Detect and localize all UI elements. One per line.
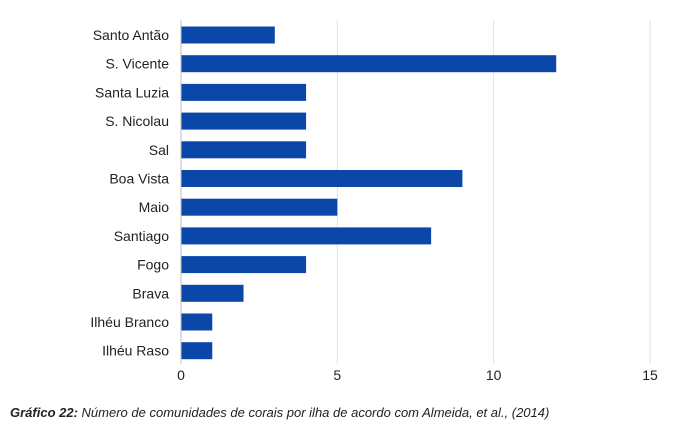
bar-12 <box>181 342 213 360</box>
category-label-1: Santo Antão <box>93 27 170 43</box>
chart-caption: Gráfico 22: Número de comunidades de cor… <box>10 405 549 420</box>
category-label-6: Boa Vista <box>109 171 169 187</box>
category-label-7: Maio <box>139 199 170 215</box>
bar-6 <box>181 170 463 187</box>
bar-7 <box>181 198 338 216</box>
bar-1 <box>181 26 275 44</box>
caption-text: Número de comunidades de corais por ilha… <box>81 405 550 420</box>
category-label-4: S. Nicolau <box>105 113 169 129</box>
x-tick-label-10: 10 <box>486 367 502 383</box>
category-label-5: Sal <box>149 142 169 158</box>
bar-chart: 0 5 10 15 Santo Antão S. Vicente Santa Luzia S.… <box>90 20 658 383</box>
x-tick-label-15: 15 <box>642 367 658 383</box>
bar-9 <box>181 256 307 274</box>
bar-2 <box>181 55 557 73</box>
category-label-9: Fogo <box>137 257 169 273</box>
category-label-11: Ilhéu Branco <box>90 314 169 330</box>
bar-11 <box>181 313 213 331</box>
category-label-3: Santa Luzia <box>95 84 169 100</box>
x-tick-label-5: 5 <box>333 367 341 383</box>
x-tick-label-0: 0 <box>177 367 185 383</box>
bar-5 <box>181 141 307 159</box>
bar-10 <box>181 284 244 302</box>
category-label-12: Ilhéu Raso <box>102 343 169 359</box>
bar-8 <box>181 227 432 245</box>
caption-prefix: Gráfico 22: <box>10 405 78 420</box>
category-label-8: Santiago <box>114 228 169 244</box>
category-label-2: S. Vicente <box>105 56 169 72</box>
bar-3 <box>181 83 307 101</box>
category-label-10: Brava <box>132 285 169 301</box>
bar-4 <box>181 112 307 130</box>
